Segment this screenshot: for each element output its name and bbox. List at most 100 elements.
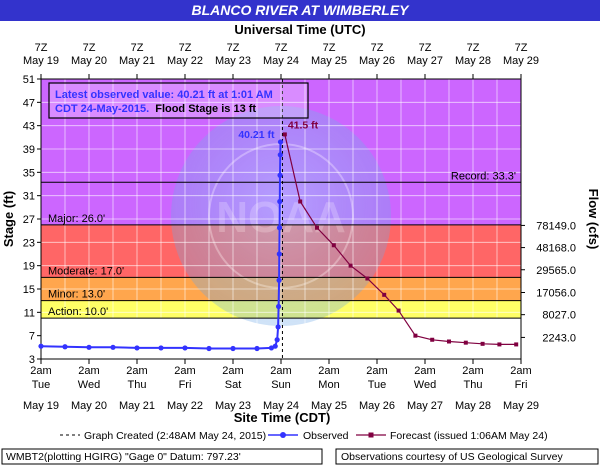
legend-graph-created: Graph Created (2:48AM May 24, 2015)	[84, 430, 266, 442]
utc-tick-date: May 26	[359, 55, 395, 67]
cdt-tick-date: May 21	[119, 400, 155, 412]
observed-point	[277, 198, 283, 205]
y-tick-label: 11	[24, 307, 35, 319]
cdt-tick-day: Fri	[179, 379, 192, 391]
cdt-tick-date: May 25	[311, 400, 347, 412]
utc-tick-time: 7Z	[419, 42, 432, 54]
observed-point	[276, 225, 283, 231]
flow-tick-label: 48168.0	[536, 243, 576, 255]
observed-point	[277, 139, 284, 145]
cdt-tick-time: 2am	[126, 365, 147, 377]
y-tick-label: 27	[23, 214, 35, 226]
threshold-label: Record: 33.3'	[451, 170, 516, 182]
cdt-tick-time: 2am	[510, 365, 531, 377]
cdt-tick-day: Thu	[128, 379, 147, 391]
utc-tick-time: 7Z	[227, 42, 240, 54]
utc-tick-date: May 21	[119, 55, 155, 67]
observed-point	[182, 345, 188, 351]
utc-tick-date: May 23	[215, 55, 251, 67]
utc-tick-time: 7Z	[83, 42, 96, 54]
y-tick-label: 19	[23, 261, 35, 273]
flow-tick-label: 17056.0	[536, 288, 576, 300]
forecast-point	[282, 132, 287, 137]
forecast-point	[430, 337, 435, 342]
observed-point	[38, 343, 44, 349]
utc-tick-date: May 22	[167, 55, 203, 67]
cdt-tick-time: 2am	[174, 365, 195, 377]
utc-tick-date: May 29	[503, 55, 539, 67]
cdt-tick-time: 2am	[414, 365, 435, 377]
footer-credit: Observations courtesy of US Geological S…	[341, 451, 564, 463]
observed-point	[86, 344, 92, 350]
cdt-tick-time: 2am	[78, 365, 99, 377]
chart-title: BLANCO RIVER AT WIMBERLEY	[192, 2, 411, 18]
forecast-point	[480, 341, 485, 346]
utc-tick-time: 7Z	[323, 42, 336, 54]
cdt-tick-date: May 22	[167, 400, 203, 412]
threshold-label: Moderate: 17.0'	[48, 265, 124, 277]
plot-area: NOAA Major: 26.0'Moderate: 17.0'Minor: 1…	[38, 78, 522, 360]
observed-point	[272, 343, 278, 349]
utc-tick-time: 7Z	[371, 42, 384, 54]
flow-axis: 78149.0 48168.0 29565.0 17056.0 8027.0 2243.0	[521, 220, 576, 344]
forecast-point	[413, 333, 418, 338]
stage-axis: 3 7 11 15 19 23 27 31 35 39 43 47 51	[23, 74, 41, 366]
utc-tick-time: 7Z	[35, 42, 48, 54]
cdt-tick-date: May 23	[215, 400, 251, 412]
info-line-2a: CDT 24-May-2015.	[55, 103, 149, 115]
legend-observed: Observed	[303, 430, 349, 442]
latest-observation-box: Latest observed value: 40.21 ft at 1:01 …	[48, 82, 309, 119]
observed-peak-label: 40.21 ft	[238, 129, 275, 141]
utc-tick-date: May 19	[23, 55, 59, 67]
observed-point	[230, 345, 236, 352]
cdt-tick-time: 2am	[222, 365, 243, 377]
footer: WMBT2(plotting HGIRG) "Gage 0" Datum: 79…	[1, 448, 599, 465]
cdt-tick-day: Fri	[515, 379, 528, 391]
observed-point	[277, 152, 283, 158]
forecast-point	[315, 225, 319, 230]
cdt-tick-date: May 28	[455, 400, 491, 412]
cdt-tick-day: Thu	[464, 379, 483, 391]
y-tick-label: 7	[29, 331, 35, 343]
utc-tick-date: May 27	[407, 55, 443, 67]
utc-tick-date: May 25	[311, 55, 347, 67]
observed-point	[276, 303, 282, 310]
observed-point	[62, 344, 68, 350]
y-tick-label: 3	[29, 354, 35, 366]
forecast-point	[396, 308, 401, 313]
cdt-tick-date: May 24	[263, 400, 299, 412]
observed-point	[277, 172, 283, 178]
svg-text:CDT 24-May-2015. Flood S: CDT 24-May-2015. Flood Stage is 13 ft	[55, 103, 256, 115]
threshold-label: Minor: 13.0'	[48, 289, 105, 301]
observed-point	[276, 277, 282, 283]
utc-tick-time: 7Z	[467, 42, 480, 54]
observed-point	[254, 345, 260, 352]
utc-tick-time: 7Z	[515, 42, 528, 54]
cdt-tick-time: 2am	[30, 365, 51, 377]
observed-point	[275, 324, 281, 330]
cdt-tick-day: Tue	[368, 379, 387, 391]
cdt-tick-date: May 19	[23, 400, 59, 412]
utc-tick-date: May 24	[263, 55, 299, 67]
cdt-tick-day: Tue	[32, 379, 51, 391]
cdt-tick-day: Sun	[271, 379, 291, 391]
cdt-tick-date: May 27	[407, 400, 443, 412]
cdt-tick-date: May 20	[71, 400, 107, 412]
observed-point	[158, 345, 164, 351]
cdt-tick-date: May 29	[503, 400, 539, 412]
y-tick-label: 23	[23, 237, 35, 249]
title-banner	[0, 0, 600, 21]
forecast-point	[447, 339, 451, 344]
flow-tick-label: 2243.0	[542, 332, 576, 344]
cdt-tick-time: 2am	[318, 365, 339, 377]
y-tick-label: 31	[23, 191, 35, 203]
forecast-peak-label: 41.5 ft	[288, 119, 319, 131]
y-axis-title: Stage (ft)	[1, 191, 16, 247]
cdt-tick-day: Wed	[414, 379, 436, 391]
forecast-point	[331, 243, 336, 248]
forecast-point	[514, 342, 519, 347]
threshold-label: Action: 10.0'	[48, 306, 108, 318]
threshold-label: Major: 26.0'	[48, 213, 105, 225]
y-tick-label: 39	[23, 144, 35, 156]
